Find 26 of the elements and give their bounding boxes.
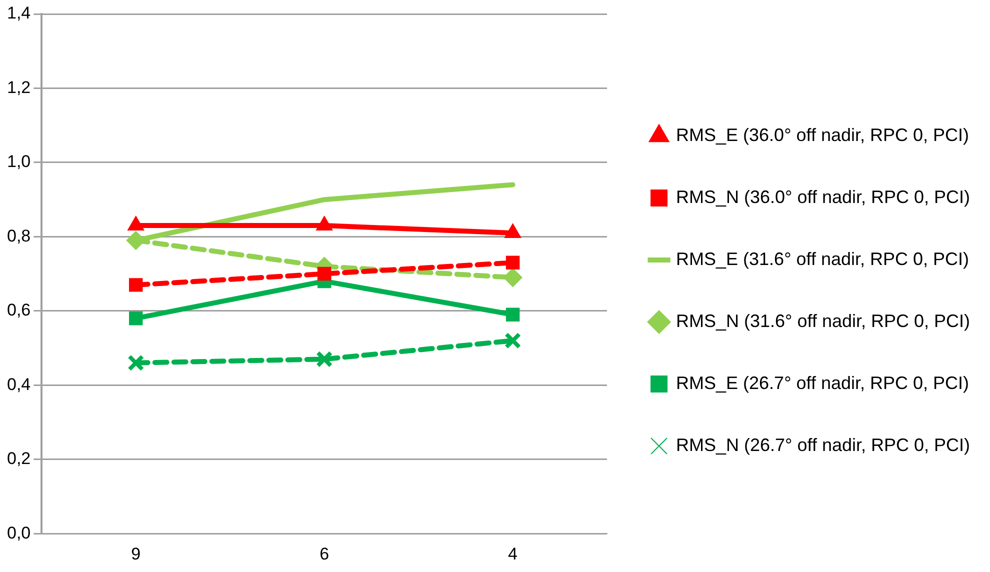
point bbox=[316, 350, 333, 368]
x-tick-label: 4 bbox=[508, 544, 518, 564]
y-tick-label: 1,0 bbox=[6, 152, 31, 172]
point bbox=[129, 311, 143, 326]
y-tick-label: 0,4 bbox=[6, 374, 31, 394]
point bbox=[317, 266, 332, 281]
point bbox=[128, 354, 144, 372]
legend-label: RMS_E (36.0° off nadir, RPC 0, PCI) bbox=[676, 124, 970, 145]
y-tick-label: 0,6 bbox=[6, 300, 31, 320]
legend-label: RMS_N (36.0° off nadir, RPC 0, PCI) bbox=[676, 186, 970, 207]
legend-label: RMS_E (26.7° off nadir, RPC 0, PCI) bbox=[676, 372, 970, 393]
point bbox=[506, 256, 520, 270]
y-tick-label: 0,2 bbox=[6, 449, 31, 468]
x-tick-label: 9 bbox=[131, 544, 141, 564]
x-tick-label: 6 bbox=[320, 544, 330, 564]
legend-label: RMS_N (26.7° off nadir, RPC 0, PCI) bbox=[676, 434, 970, 455]
y-tick-label: 0,8 bbox=[6, 226, 31, 246]
legend-label: RMS_E (31.6° off nadir, RPC 0, PCI) bbox=[676, 248, 970, 269]
point bbox=[129, 278, 143, 292]
y-tick-label: 1,4 bbox=[6, 4, 31, 23]
point bbox=[503, 268, 522, 288]
y-tick-label: 0,0 bbox=[6, 523, 31, 542]
legend-label: RMS_N (31.6° off nadir, RPC 0, PCI) bbox=[676, 310, 970, 331]
point bbox=[506, 308, 520, 322]
point bbox=[504, 332, 522, 349]
y-tick-label: 1,2 bbox=[6, 78, 31, 97]
